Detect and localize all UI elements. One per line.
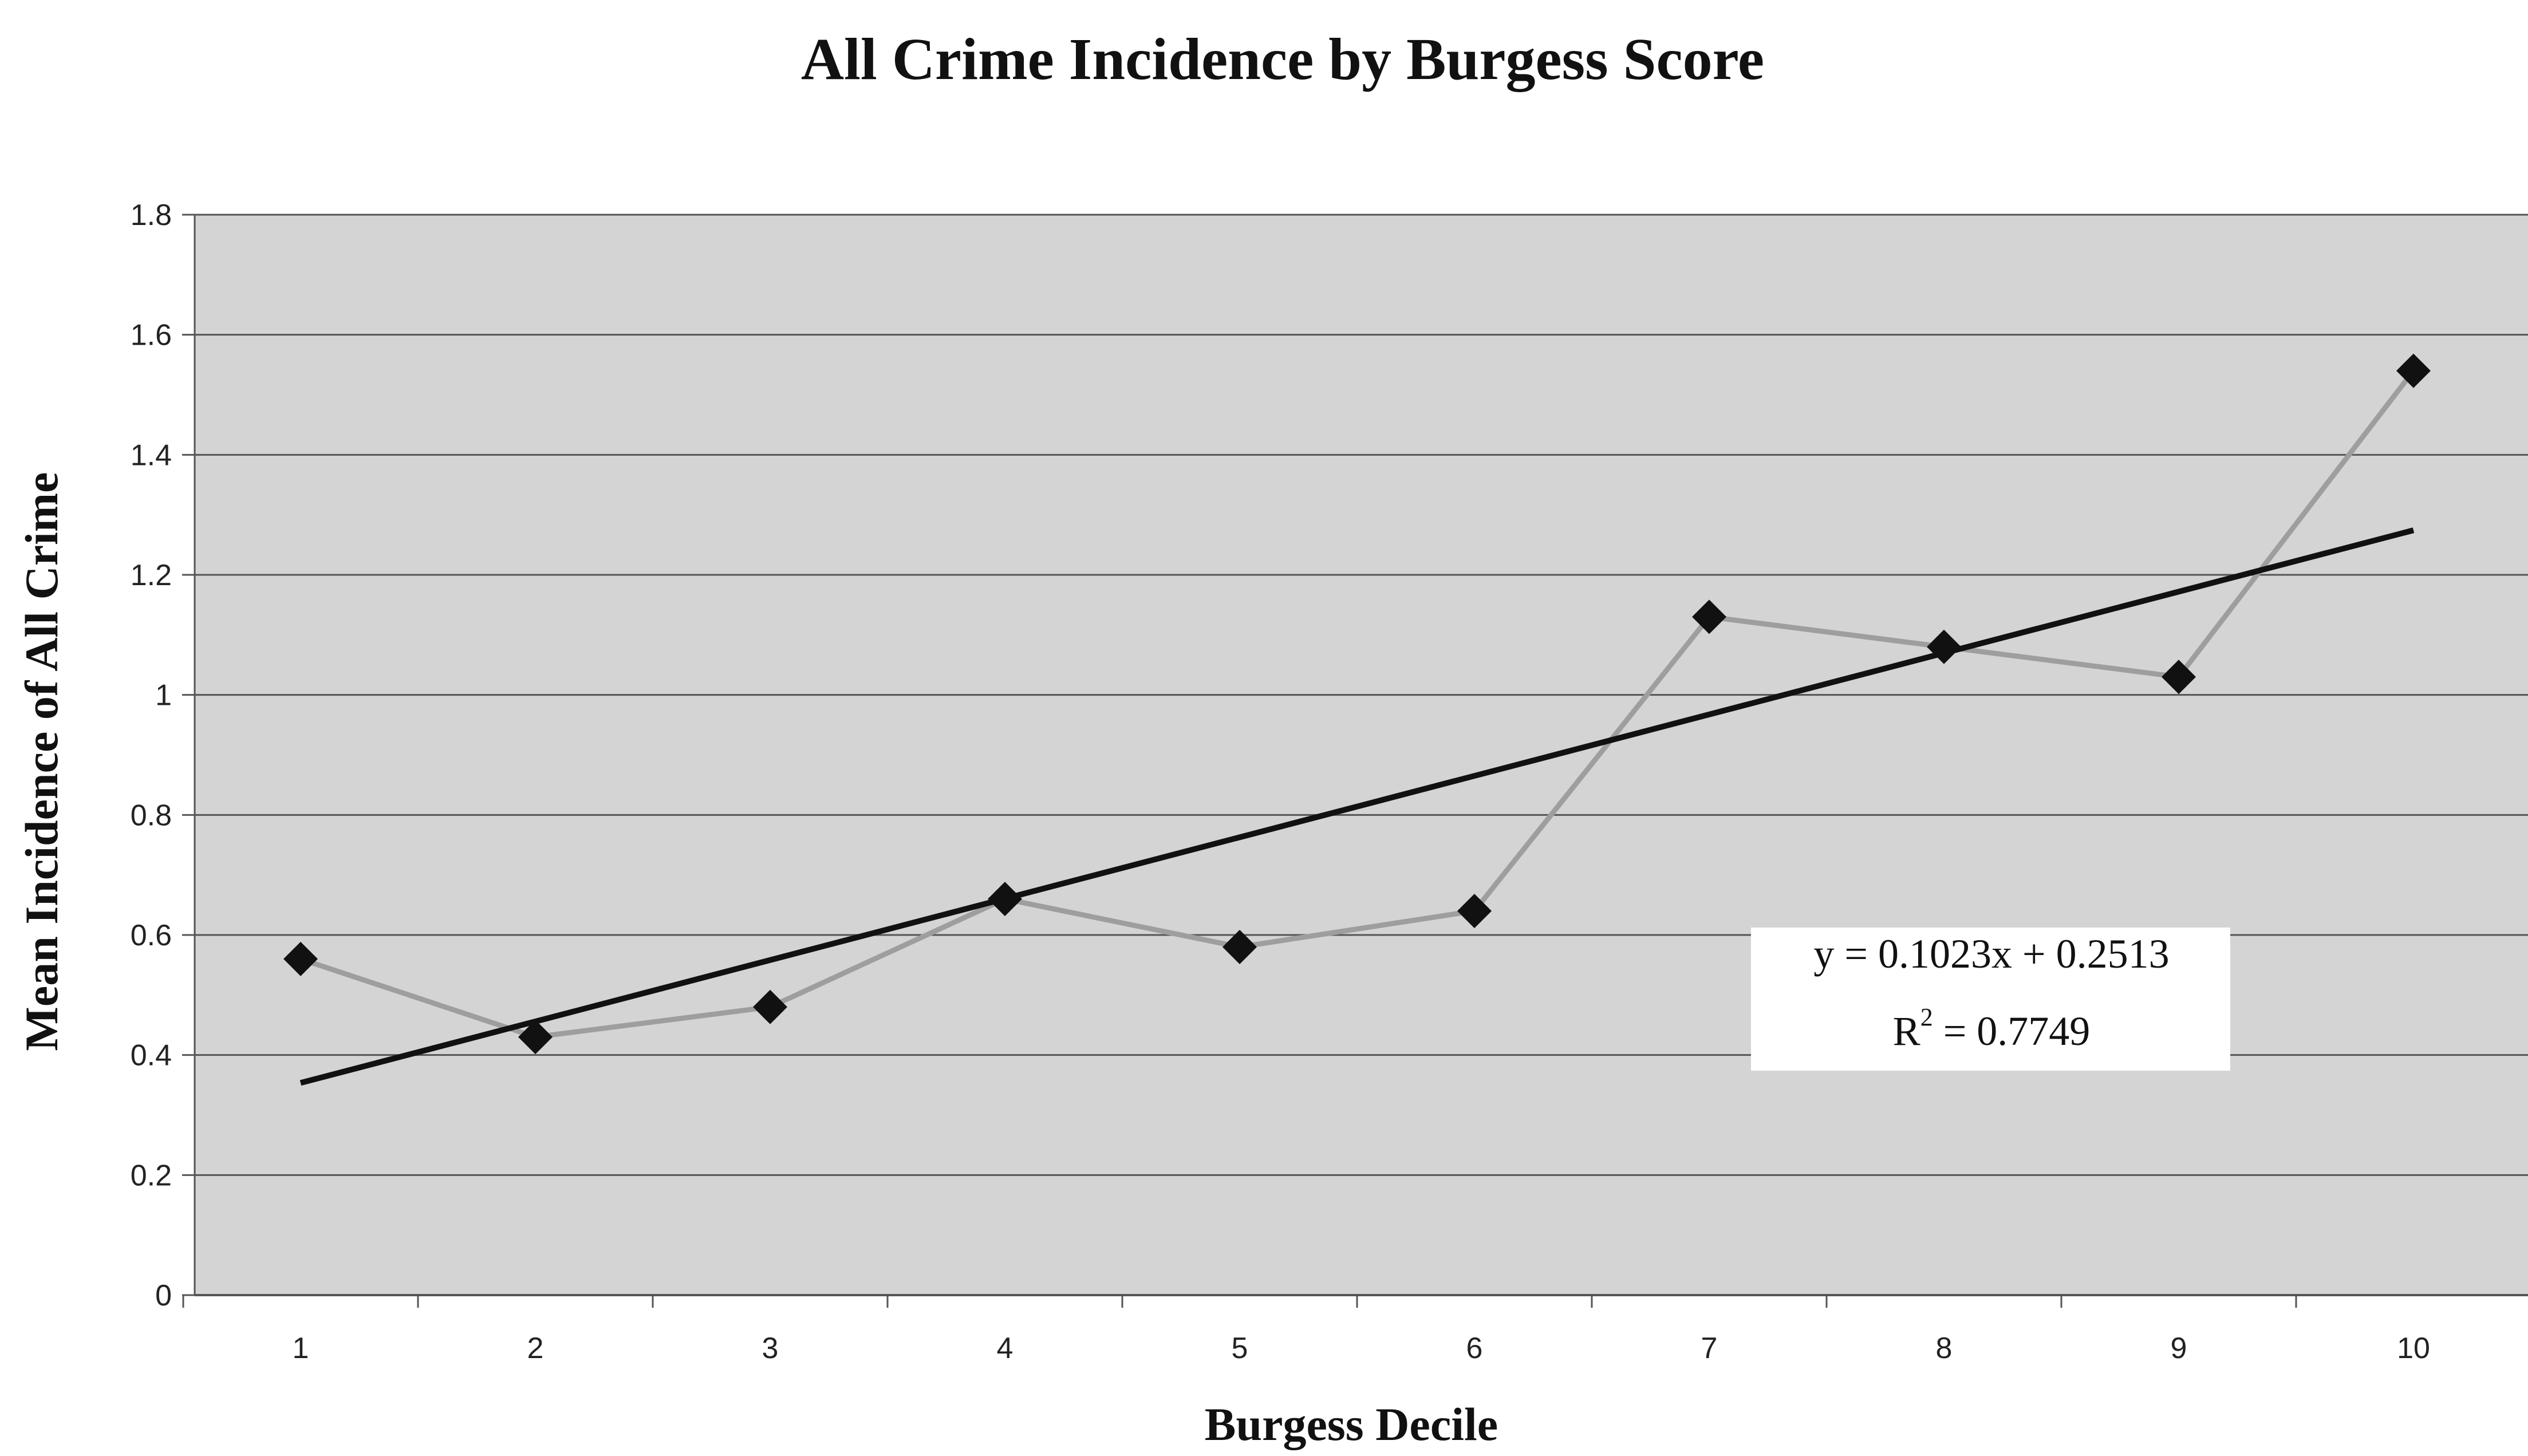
y-tick-label-1.4: 1.4 — [131, 439, 172, 472]
equation-box-background — [1751, 928, 2230, 1071]
data-marker-9 — [2162, 660, 2196, 695]
equation-box: y = 0.1023x + 0.2513 R2 = 0.7749 — [1751, 928, 2230, 1071]
y-tick-label-1.6: 1.6 — [131, 319, 172, 352]
x-tick-label-3: 3 — [762, 1332, 779, 1365]
y-tick-label-1.2: 1.2 — [131, 559, 172, 592]
x-tick-label-1: 1 — [293, 1332, 309, 1365]
data-marker-1 — [283, 941, 318, 976]
y-tick-label-0.4: 0.4 — [131, 1039, 172, 1072]
y-tick-label-0: 0 — [155, 1279, 172, 1312]
y-tick-label-0.2: 0.2 — [131, 1159, 172, 1192]
data-marker-4 — [988, 882, 1022, 917]
r-squared-superscript: 2 — [1920, 1003, 1933, 1031]
x-axis-title: Burgess Decile — [1205, 1398, 1498, 1450]
x-tick-label-7: 7 — [1701, 1332, 1718, 1365]
x-tick-label-6: 6 — [1466, 1332, 1483, 1365]
data-marker-5 — [1222, 929, 1257, 964]
data-marker-2 — [518, 1020, 553, 1055]
y-tick-label-1: 1 — [155, 679, 172, 712]
x-tick-label-4: 4 — [997, 1332, 1013, 1365]
r-squared-label: R2 = 0.7749 — [1893, 1003, 2091, 1054]
r-squared-symbol: R — [1893, 1008, 1920, 1054]
trendline-equation: y = 0.1023x + 0.2513 — [1813, 931, 2169, 977]
x-tick-label-10: 10 — [2397, 1332, 2430, 1365]
x-tick-labels: 1 2 3 4 5 6 7 8 9 10 — [293, 1332, 2430, 1365]
chart-title: All Crime Incidence by Burgess Score — [800, 26, 1765, 92]
y-axis-title: Mean Incidence of All Crime — [15, 472, 68, 1051]
y-tick-label-0.8: 0.8 — [131, 799, 172, 832]
data-marker-3 — [753, 989, 787, 1024]
data-markers — [283, 353, 2431, 1055]
trendline — [299, 527, 2415, 1086]
data-marker-6 — [1457, 894, 1492, 929]
data-marker-8 — [1927, 629, 1961, 664]
y-tick-label-1.8: 1.8 — [131, 199, 172, 232]
y-tick-labels: 0 0.2 0.4 0.6 0.8 1 1.2 1.4 1.6 1.8 — [131, 199, 172, 1312]
data-series-line — [299, 369, 2416, 1040]
y-tick-label-0.6: 0.6 — [131, 919, 172, 952]
x-tick-label-2: 2 — [527, 1332, 544, 1365]
x-tick-label-9: 9 — [2171, 1332, 2187, 1365]
x-tick-label-8: 8 — [1936, 1332, 1953, 1365]
x-tick-label-5: 5 — [1232, 1332, 1248, 1365]
data-marker-7 — [1692, 599, 1726, 634]
x-ticks — [182, 1295, 2297, 1308]
data-marker-10 — [2396, 353, 2431, 388]
plot-area — [195, 215, 2528, 1295]
r-squared-value: = 0.7749 — [1933, 1008, 2091, 1054]
